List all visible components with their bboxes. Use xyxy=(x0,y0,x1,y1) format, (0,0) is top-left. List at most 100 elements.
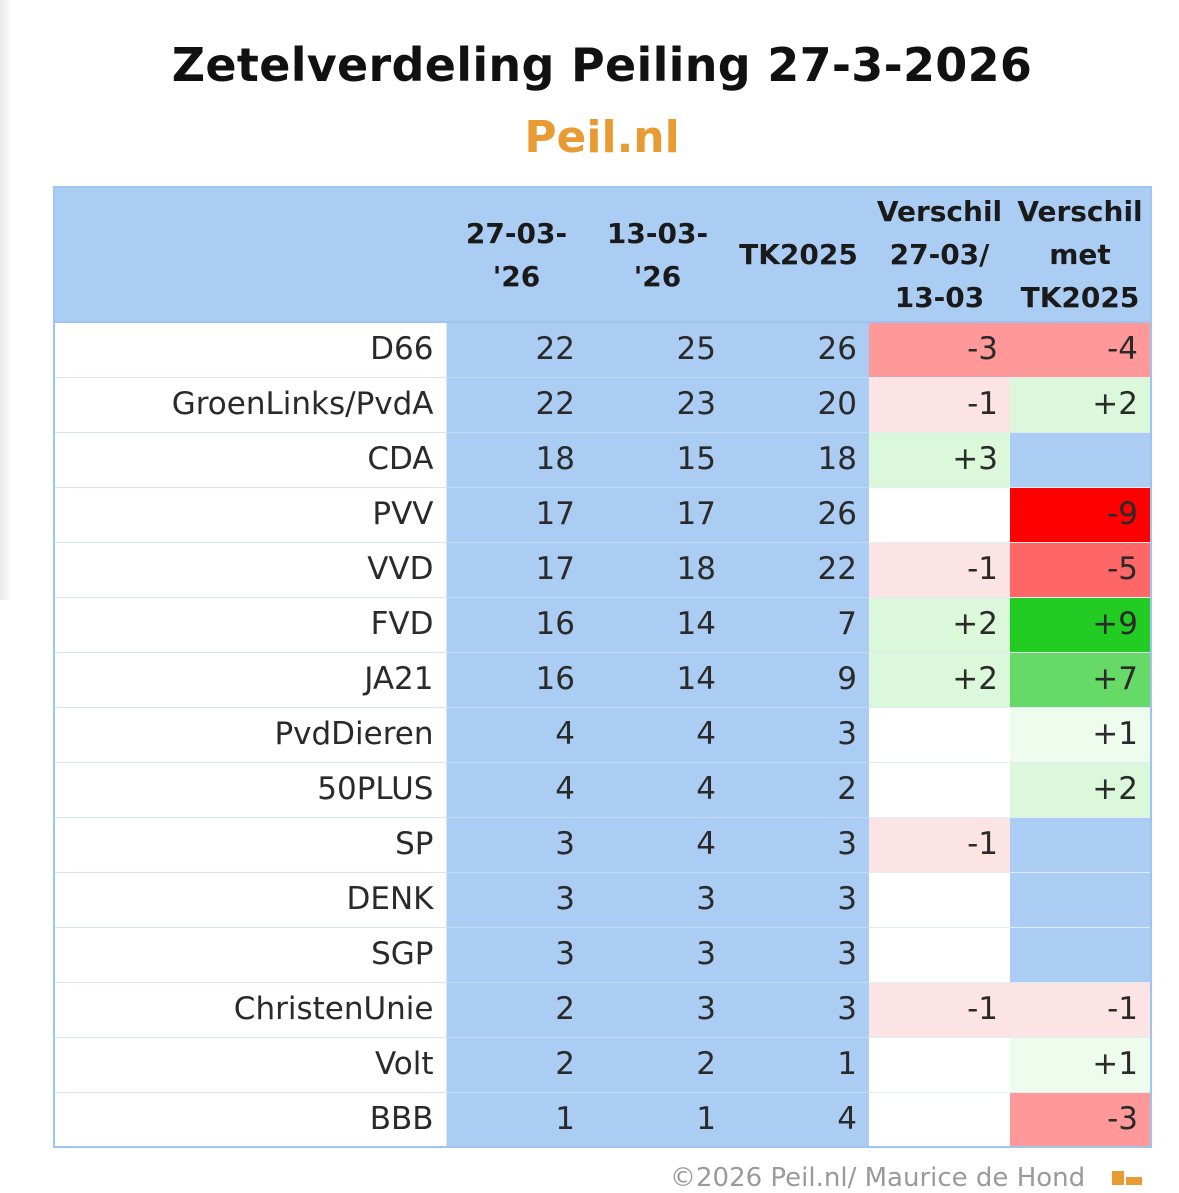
party-name-cell: PvdDieren xyxy=(54,707,447,763)
diff-previous-cell xyxy=(869,927,1010,983)
left-edge-shadow xyxy=(0,0,12,600)
header-poll-current: 27-03-'26 xyxy=(446,187,587,323)
header-party xyxy=(54,187,446,323)
table-body: D66 22 25 26 -3 -4 GroenLinks/PvdA 22 23 20 -1 +2 CD… xyxy=(54,322,1151,1148)
table-row: DENK 3 3 3 xyxy=(54,872,1151,928)
party-name-cell: BBB xyxy=(54,1092,447,1148)
party-name-cell: SP xyxy=(54,817,447,873)
seats-tk2025-cell: 2 xyxy=(728,762,869,818)
seats-current-cell: 3 xyxy=(446,927,587,983)
table-row: VVD 17 18 22 -1 -5 xyxy=(54,542,1151,598)
diff-previous-cell xyxy=(869,1092,1010,1148)
table-row: PVV 17 17 26 -9 xyxy=(54,487,1151,543)
seats-current-cell: 1 xyxy=(446,1092,587,1148)
table-row: SP 3 4 3 -1 xyxy=(54,817,1151,873)
seats-current-cell: 4 xyxy=(446,762,587,818)
seats-previous-cell: 3 xyxy=(587,982,728,1038)
seats-tk2025-cell: 26 xyxy=(728,322,869,378)
seats-previous-cell: 14 xyxy=(587,597,728,653)
diff-previous-cell: -1 xyxy=(869,377,1010,433)
seats-tk2025-cell: 26 xyxy=(728,487,869,543)
diff-tk2025-cell: -4 xyxy=(1010,322,1151,378)
diff-previous-cell xyxy=(869,487,1010,543)
seats-current-cell: 2 xyxy=(446,1037,587,1093)
seats-tk2025-cell: 4 xyxy=(728,1092,869,1148)
table-row: D66 22 25 26 -3 -4 xyxy=(54,322,1151,378)
diff-previous-cell: +3 xyxy=(869,432,1010,488)
seats-previous-cell: 3 xyxy=(587,872,728,928)
table-row: FVD 16 14 7 +2 +9 xyxy=(54,597,1151,653)
seats-tk2025-cell: 18 xyxy=(728,432,869,488)
diff-tk2025-cell xyxy=(1010,927,1151,983)
diff-previous-cell: -3 xyxy=(869,322,1010,378)
seats-tk2025-cell: 1 xyxy=(728,1037,869,1093)
table-row: Volt 2 2 1 +1 xyxy=(54,1037,1151,1093)
seats-current-cell: 2 xyxy=(446,982,587,1038)
diff-tk2025-cell xyxy=(1010,432,1151,488)
seats-tk2025-cell: 7 xyxy=(728,597,869,653)
seats-previous-cell: 4 xyxy=(587,707,728,763)
header-poll-previous: 13-03-'26 xyxy=(587,187,728,323)
diff-tk2025-cell: -1 xyxy=(1010,982,1151,1038)
seats-previous-cell: 18 xyxy=(587,542,728,598)
seats-tk2025-cell: 22 xyxy=(728,542,869,598)
seats-previous-cell: 4 xyxy=(587,817,728,873)
seats-tk2025-cell: 3 xyxy=(728,707,869,763)
chart-subtitle: Peil.nl xyxy=(524,112,680,163)
seats-current-cell: 16 xyxy=(446,652,587,708)
seats-current-cell: 17 xyxy=(446,542,587,598)
seats-tk2025-cell: 3 xyxy=(728,872,869,928)
seats-current-cell: 3 xyxy=(446,872,587,928)
peil-logo-icon xyxy=(1112,1169,1144,1185)
table-header-row: 27-03-'26 13-03-'26 TK2025 Verschil 27-0… xyxy=(54,187,1151,323)
party-name-cell: CDA xyxy=(54,432,447,488)
party-name-cell: JA21 xyxy=(54,652,447,708)
table-row: GroenLinks/PvdA 22 23 20 -1 +2 xyxy=(54,377,1151,433)
diff-tk2025-cell: +2 xyxy=(1010,377,1151,433)
table-row: 50PLUS 4 4 2 +2 xyxy=(54,762,1151,818)
party-name-cell: SGP xyxy=(54,927,447,983)
seats-current-cell: 3 xyxy=(446,817,587,873)
header-diff-tk2025: Verschil met TK2025 xyxy=(1010,187,1151,323)
party-name-cell: VVD xyxy=(54,542,447,598)
table-row: JA21 16 14 9 +2 +7 xyxy=(54,652,1151,708)
seats-tk2025-cell: 3 xyxy=(728,982,869,1038)
table-row: BBB 1 1 4 -3 xyxy=(54,1092,1151,1148)
diff-tk2025-cell: -5 xyxy=(1010,542,1151,598)
seats-current-cell: 4 xyxy=(446,707,587,763)
table-row: CDA 18 15 18 +3 xyxy=(54,432,1151,488)
diff-previous-cell: +2 xyxy=(869,597,1010,653)
seats-previous-cell: 25 xyxy=(587,322,728,378)
diff-tk2025-cell: +2 xyxy=(1010,762,1151,818)
table-row: ChristenUnie 2 3 3 -1 -1 xyxy=(54,982,1151,1038)
poll-table: 27-03-'26 13-03-'26 TK2025 Verschil 27-0… xyxy=(53,186,1152,1148)
seats-previous-cell: 1 xyxy=(587,1092,728,1148)
diff-tk2025-cell: +9 xyxy=(1010,597,1151,653)
seats-tk2025-cell: 9 xyxy=(728,652,869,708)
diff-tk2025-cell xyxy=(1010,817,1151,873)
diff-tk2025-cell: +1 xyxy=(1010,707,1151,763)
party-name-cell: 50PLUS xyxy=(54,762,447,818)
seats-previous-cell: 17 xyxy=(587,487,728,543)
seats-tk2025-cell: 3 xyxy=(728,927,869,983)
seats-tk2025-cell: 3 xyxy=(728,817,869,873)
party-name-cell: ChristenUnie xyxy=(54,982,447,1038)
copyright-footer: ©2026 Peil.nl/ Maurice de Hond xyxy=(670,1163,1086,1193)
diff-previous-cell xyxy=(869,762,1010,818)
diff-previous-cell: -1 xyxy=(869,542,1010,598)
seats-previous-cell: 3 xyxy=(587,927,728,983)
seats-tk2025-cell: 20 xyxy=(728,377,869,433)
diff-previous-cell: +2 xyxy=(869,652,1010,708)
seats-previous-cell: 15 xyxy=(587,432,728,488)
seats-previous-cell: 4 xyxy=(587,762,728,818)
party-name-cell: PVV xyxy=(54,487,447,543)
party-name-cell: GroenLinks/PvdA xyxy=(54,377,447,433)
diff-tk2025-cell: +1 xyxy=(1010,1037,1151,1093)
table-row: PvdDieren 4 4 3 +1 xyxy=(54,707,1151,763)
seats-previous-cell: 2 xyxy=(587,1037,728,1093)
diff-tk2025-cell: -9 xyxy=(1010,487,1151,543)
header-diff-previous: Verschil 27-03/ 13-03 xyxy=(869,187,1010,323)
chart-title: Zetelverdeling Peiling 27-3-2026 xyxy=(171,38,1033,92)
party-name-cell: FVD xyxy=(54,597,447,653)
diff-previous-cell: -1 xyxy=(869,817,1010,873)
